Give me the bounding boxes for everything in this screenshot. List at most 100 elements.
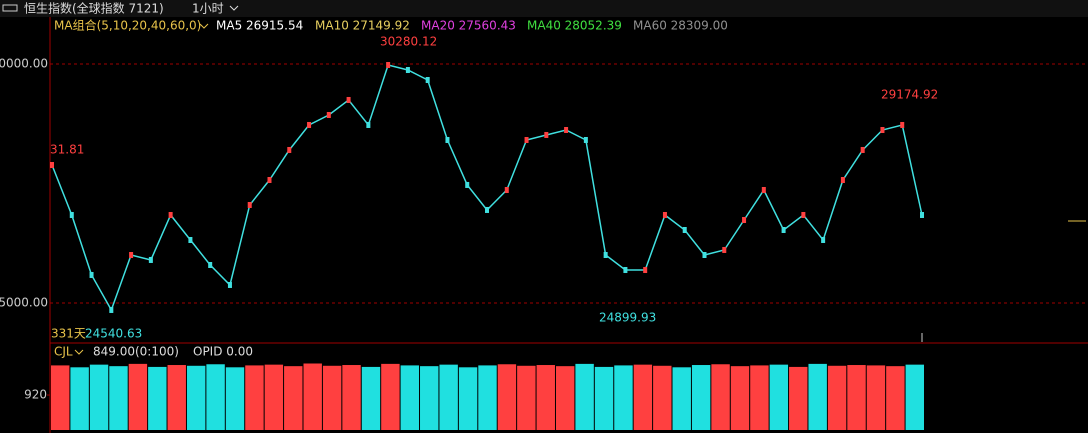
- price-candle: [109, 306, 114, 313]
- price-candle: [544, 131, 549, 138]
- opid-value: OPID 0.00: [193, 345, 253, 359]
- price-candle: [860, 146, 865, 153]
- price-candle: [920, 211, 924, 218]
- volume-bar: [420, 366, 439, 430]
- price-candle: [781, 227, 786, 234]
- legend-item: MA40 28052.39: [527, 19, 622, 33]
- price-candle: [682, 227, 687, 234]
- volume-bar: [303, 363, 322, 430]
- volume-bar: [905, 364, 924, 430]
- price-candle: [801, 211, 806, 218]
- volume-bar: [478, 365, 497, 430]
- volume-bar: [886, 366, 905, 430]
- price-candle: [524, 136, 529, 143]
- price-annotation: 29174.92: [881, 88, 938, 102]
- index-title[interactable]: 恒生指数(全球指数 7121): [24, 1, 164, 16]
- volume-bar: [400, 365, 420, 430]
- volume-bar: [225, 367, 245, 430]
- volume-bar: [264, 364, 284, 430]
- price-annotation: 30280.12: [380, 35, 437, 49]
- volume-bar: [575, 363, 594, 430]
- volume-chevron[interactable]: [74, 349, 84, 355]
- price-candle: [643, 267, 648, 274]
- price-candle: [168, 211, 173, 218]
- volume-bar: [730, 366, 750, 430]
- menu-icon[interactable]: [2, 4, 18, 12]
- volume-bar: [808, 363, 827, 430]
- legend-item: MA20 27560.43: [421, 19, 516, 33]
- volume-bar: [847, 365, 866, 430]
- volume-bar: [245, 365, 264, 430]
- price-candle: [346, 96, 351, 103]
- price-candle: [129, 252, 134, 259]
- volume-label[interactable]: CJL: [54, 345, 73, 359]
- volume-bar: [109, 366, 128, 430]
- volume-bar: [633, 364, 653, 430]
- volume-bar: [750, 365, 769, 430]
- volume-bar: [672, 367, 691, 430]
- volume-bar: [148, 366, 167, 430]
- price-candle: [742, 217, 747, 224]
- price-candle: [504, 186, 509, 193]
- price-candle: [386, 61, 391, 68]
- volume-bar: [827, 365, 847, 430]
- legend-item: MA5 26915.54: [216, 19, 303, 33]
- price-candle: [208, 261, 213, 268]
- price-candle: [761, 186, 766, 193]
- volume-bar: [89, 364, 109, 430]
- volume-bar: [186, 365, 206, 430]
- volume-bar: [769, 364, 789, 430]
- volume-bar: [322, 365, 342, 430]
- price-candle: [702, 252, 707, 259]
- price-annotation: 24540.63: [85, 327, 142, 341]
- price-candle: [722, 246, 727, 253]
- volume-bar: [51, 365, 70, 430]
- price-candle: [69, 211, 74, 218]
- price-candle: [326, 111, 331, 118]
- volume-bar: [381, 363, 400, 430]
- volume-bar: [439, 364, 458, 430]
- volume-bar: [653, 365, 672, 430]
- volume-bar: [711, 364, 730, 430]
- price-candle: [307, 121, 312, 128]
- price-candle: [445, 136, 450, 143]
- volume-bar: [789, 366, 808, 430]
- price-candle: [89, 271, 94, 278]
- price-candle: [821, 236, 826, 243]
- price-candle: [603, 252, 608, 259]
- volume-bar: [614, 365, 633, 430]
- price-candle: [247, 202, 252, 209]
- price-candle: [287, 146, 292, 153]
- price-candle: [148, 256, 153, 263]
- volume-bar: [167, 365, 186, 430]
- volume-tick-label: 920: [24, 388, 47, 402]
- price-annotation: 331天: [51, 327, 86, 341]
- legend-item: MA60 28309.00: [633, 19, 728, 33]
- legend-item[interactable]: MA组合(5,10,20,40,60,0): [54, 18, 201, 33]
- volume-bar: [284, 366, 303, 430]
- price-annotation: 31.81: [50, 143, 84, 157]
- volume-bar: [555, 366, 575, 430]
- price-annotation: 24899.93: [599, 311, 656, 325]
- volume-bar: [497, 364, 517, 430]
- price-candle: [880, 127, 885, 134]
- volume-bar: [342, 365, 361, 430]
- period-selector[interactable]: 1小时: [192, 2, 224, 16]
- price-candle: [405, 67, 410, 74]
- price-candle: [465, 181, 470, 188]
- volume-bar: [517, 365, 536, 430]
- price-candle: [583, 136, 588, 143]
- period-chevron[interactable]: [229, 5, 239, 11]
- volume-bar: [128, 363, 148, 430]
- volume-bar: [691, 365, 711, 430]
- volume-bar: [594, 366, 614, 430]
- price-candle: [50, 161, 54, 168]
- price-candle: [840, 177, 845, 184]
- price-candle: [267, 177, 272, 184]
- price-candle: [366, 121, 371, 128]
- volume-bar: [458, 367, 478, 430]
- price-candle: [662, 211, 667, 218]
- y-tick-label: 25000.00: [0, 295, 48, 309]
- price-candle: [564, 127, 569, 134]
